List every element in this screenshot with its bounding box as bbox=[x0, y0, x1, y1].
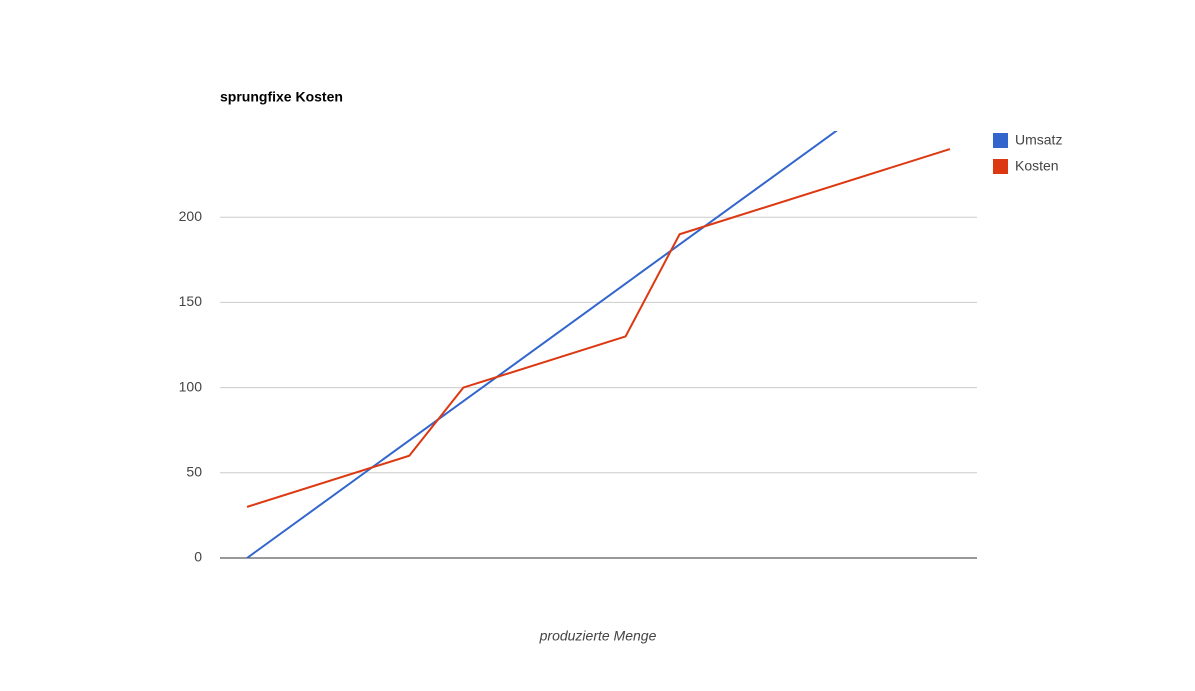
series-group bbox=[246, 131, 838, 559]
legend-swatch bbox=[993, 159, 1008, 174]
legend-label: Kosten bbox=[1015, 158, 1059, 174]
chart-title: sprungfixe Kosten bbox=[220, 89, 343, 105]
line bbox=[246, 148, 951, 508]
legend-swatch bbox=[993, 133, 1008, 148]
line bbox=[246, 131, 838, 559]
x-axis-title: produzierte Menge bbox=[539, 628, 657, 644]
series-group bbox=[246, 148, 951, 508]
y-tick-label: 50 bbox=[186, 464, 202, 480]
legend-label: Umsatz bbox=[1015, 132, 1062, 148]
y-tick-label: 200 bbox=[179, 208, 203, 224]
y-tick-label: 100 bbox=[179, 378, 203, 394]
y-tick-label: 150 bbox=[179, 293, 203, 309]
y-tick-label: 0 bbox=[194, 549, 202, 565]
